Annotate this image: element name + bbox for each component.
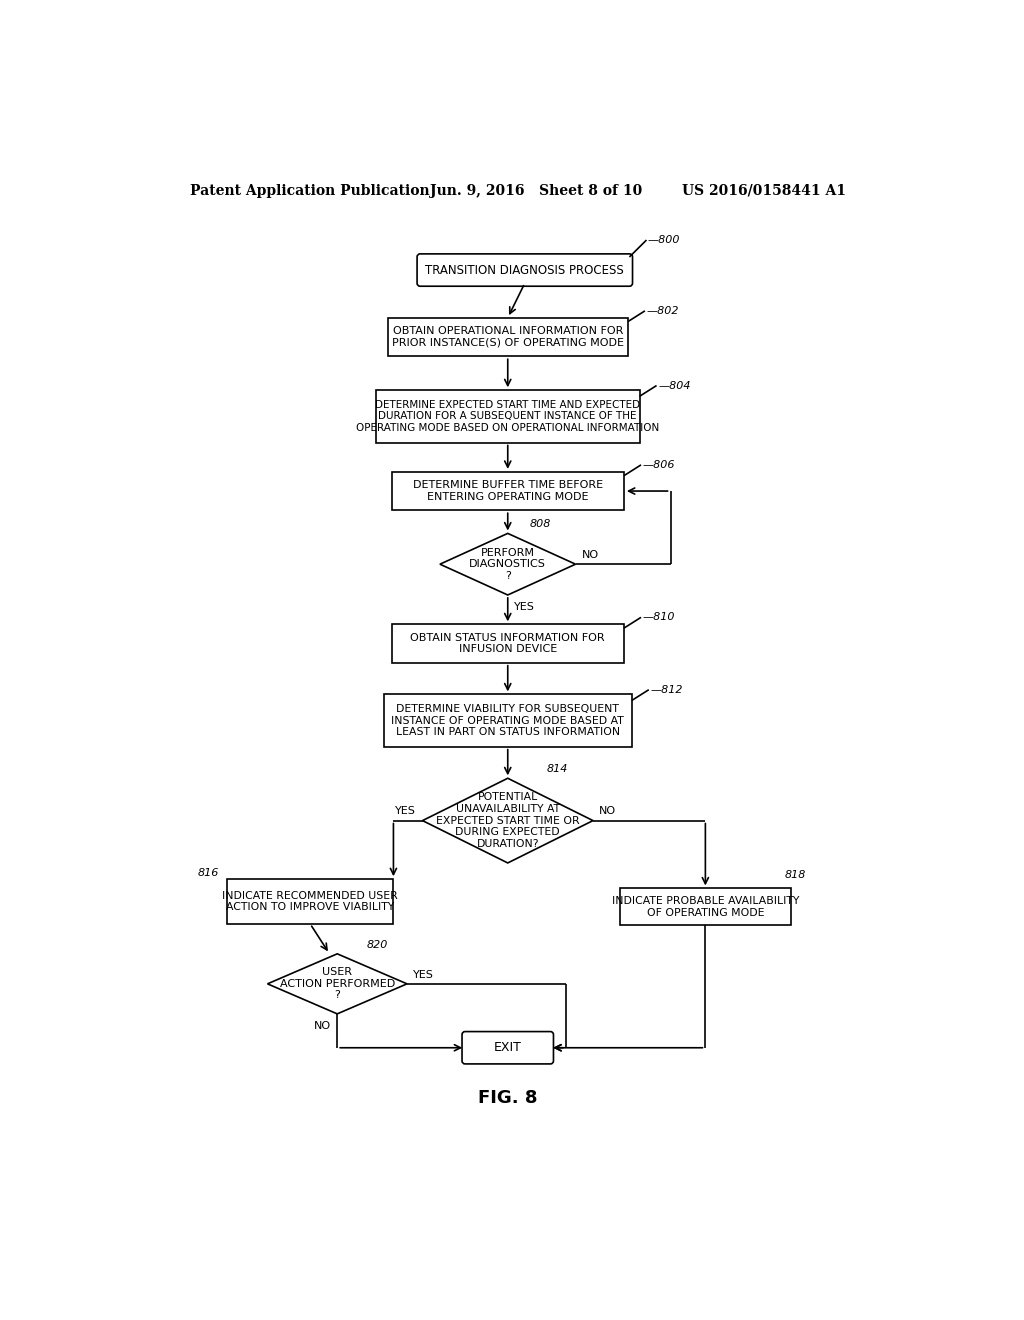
Text: TRANSITION DIAGNOSIS PROCESS: TRANSITION DIAGNOSIS PROCESS <box>425 264 625 277</box>
Text: Patent Application Publication: Patent Application Publication <box>190 183 430 198</box>
Text: FIG. 8: FIG. 8 <box>478 1089 538 1106</box>
Text: OBTAIN OPERATIONAL INFORMATION FOR
PRIOR INSTANCE(S) OF OPERATING MODE: OBTAIN OPERATIONAL INFORMATION FOR PRIOR… <box>392 326 624 348</box>
Text: —812: —812 <box>650 685 683 694</box>
Text: 818: 818 <box>784 870 806 879</box>
Bar <box>391 471 624 511</box>
Text: YES: YES <box>414 970 434 979</box>
Bar <box>384 694 632 747</box>
Bar <box>226 879 393 924</box>
FancyBboxPatch shape <box>417 253 633 286</box>
Text: INDICATE PROBABLE AVAILABILITY
OF OPERATING MODE: INDICATE PROBABLE AVAILABILITY OF OPERAT… <box>611 896 799 917</box>
Text: DETERMINE BUFFER TIME BEFORE
ENTERING OPERATING MODE: DETERMINE BUFFER TIME BEFORE ENTERING OP… <box>413 480 603 502</box>
Polygon shape <box>267 954 407 1014</box>
Text: USER
ACTION PERFORMED
?: USER ACTION PERFORMED ? <box>280 968 395 1001</box>
Text: Jun. 9, 2016   Sheet 8 of 10: Jun. 9, 2016 Sheet 8 of 10 <box>430 183 642 198</box>
Bar <box>388 318 628 356</box>
Text: INDICATE RECOMMENDED USER
ACTION TO IMPROVE VIABILITY: INDICATE RECOMMENDED USER ACTION TO IMPR… <box>222 891 398 912</box>
Bar <box>621 888 791 925</box>
Text: —806: —806 <box>643 459 675 470</box>
Text: NO: NO <box>599 807 616 816</box>
Text: 820: 820 <box>367 940 388 949</box>
Text: —810: —810 <box>643 612 675 622</box>
Text: —802: —802 <box>646 306 679 315</box>
Text: DETERMINE VIABILITY FOR SUBSEQUENT
INSTANCE OF OPERATING MODE BASED AT
LEAST IN : DETERMINE VIABILITY FOR SUBSEQUENT INSTA… <box>391 704 624 737</box>
Text: 816: 816 <box>198 869 219 878</box>
Text: OBTAIN STATUS INFORMATION FOR
INFUSION DEVICE: OBTAIN STATUS INFORMATION FOR INFUSION D… <box>411 632 605 655</box>
Polygon shape <box>440 533 575 595</box>
Text: —804: —804 <box>658 380 690 391</box>
Text: DETERMINE EXPECTED START TIME AND EXPECTED
DURATION FOR A SUBSEQUENT INSTANCE OF: DETERMINE EXPECTED START TIME AND EXPECT… <box>356 400 659 433</box>
Text: US 2016/0158441 A1: US 2016/0158441 A1 <box>682 183 846 198</box>
Text: YES: YES <box>514 602 535 612</box>
Text: YES: YES <box>395 807 417 816</box>
Text: EXIT: EXIT <box>494 1041 521 1055</box>
Text: 808: 808 <box>529 519 551 529</box>
Polygon shape <box>423 779 593 863</box>
Text: PERFORM
DIAGNOSTICS
?: PERFORM DIAGNOSTICS ? <box>469 548 546 581</box>
Bar <box>391 624 624 663</box>
Text: NO: NO <box>582 550 599 560</box>
Text: POTENTIAL
UNAVAILABILITY AT
EXPECTED START TIME OR
DURING EXPECTED
DURATION?: POTENTIAL UNAVAILABILITY AT EXPECTED STA… <box>436 792 580 849</box>
FancyBboxPatch shape <box>462 1032 554 1064</box>
Text: NO: NO <box>314 1022 331 1031</box>
Text: —800: —800 <box>648 235 681 246</box>
Text: 814: 814 <box>547 764 568 774</box>
Bar <box>376 391 640 442</box>
